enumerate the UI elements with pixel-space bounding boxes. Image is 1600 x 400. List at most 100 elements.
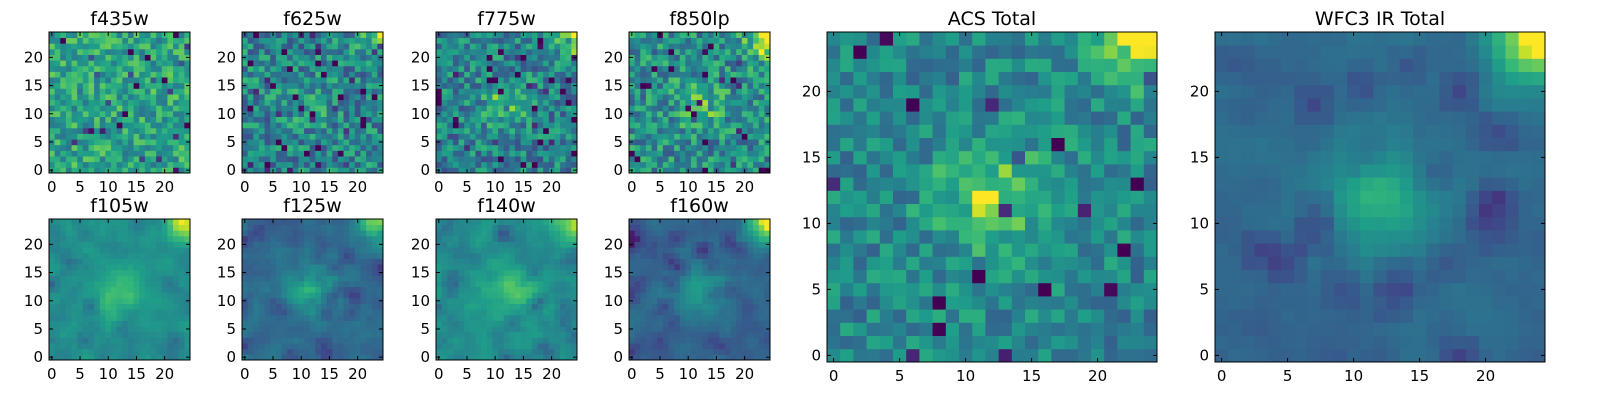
heatmap-cell [707,275,714,282]
heatmap-cell [475,348,482,355]
heatmap-cell [452,297,459,304]
heatmap-cell [548,116,555,123]
heatmap-cell [486,105,493,112]
heatmap-cell [464,71,471,78]
heatmap-cell [702,122,709,129]
heatmap-cell [707,88,714,95]
heatmap-cell [674,60,681,67]
heatmap-cell [309,252,316,259]
heatmap-cell [498,150,505,157]
heatmap-cell [366,337,373,344]
heatmap-cell [287,275,294,282]
heatmap-cell [543,297,550,304]
heatmap-cell [560,37,567,44]
heatmap-cell [730,326,737,333]
heatmap-cell [88,252,95,259]
heatmap-cell [258,156,265,163]
heatmap-cell [144,219,151,226]
heatmap-cell [326,60,333,67]
heatmap-cell [49,286,56,293]
heatmap-cell [662,48,669,55]
heatmap-cell [469,99,476,106]
heatmap-cell [88,88,95,95]
heatmap-cell [354,286,361,293]
heatmap-cell [161,77,168,84]
heatmap-cell [764,161,771,168]
heatmap-cell [481,37,488,44]
heatmap-cell [127,133,134,140]
heatmap-cell [178,241,185,248]
heatmap-cell [560,354,567,361]
heatmap-cell [371,144,378,151]
heatmap-cell [258,94,265,101]
heatmap-cell [337,88,344,95]
heatmap-cell [662,320,669,327]
heatmap-cell [747,275,754,282]
heatmap-cell [452,281,459,288]
heatmap-cell [679,320,686,327]
heatmap-cell [349,320,356,327]
heatmap-cell [679,32,686,39]
heatmap-cell [481,54,488,61]
heatmap-cell [287,161,294,168]
heatmap-cell [464,99,471,106]
heatmap-cell [674,292,681,299]
heatmap-cell [758,167,765,174]
heatmap-cell [144,105,151,112]
heatmap-cell [122,116,129,123]
heatmap-cell [292,252,299,259]
heatmap-cell [629,127,636,134]
heatmap-cell [349,247,356,254]
heatmap-cell [548,133,555,140]
heatmap-cell [436,48,443,55]
heatmap-cell [332,275,339,282]
heatmap-cell [520,326,527,333]
heatmap-cell [298,337,305,344]
heatmap-cell [713,314,720,321]
heatmap-cell [178,292,185,299]
heatmap-cell [49,320,56,327]
heatmap-cell [651,303,658,310]
heatmap-cell [309,139,316,146]
heatmap-cell [436,292,443,299]
heatmap-cell [99,348,106,355]
heatmap-cell [707,156,714,163]
heatmap-cell [258,247,265,254]
heatmap-cell [657,150,664,157]
heatmap-cell [247,354,254,361]
heatmap-cell [281,230,288,237]
heatmap-cell [326,252,333,259]
heatmap-cell [360,105,367,112]
heatmap-cell [713,88,720,95]
heatmap-cell [99,110,106,117]
heatmap-cell [554,252,561,259]
heatmap-cell [139,110,146,117]
heatmap-cell [82,326,89,333]
heatmap-cell [657,281,664,288]
heatmap-cell [127,297,134,304]
heatmap-cell [543,219,550,226]
heatmap-cell [537,77,544,84]
heatmap-cell [139,303,146,310]
heatmap-cell [304,110,311,117]
heatmap-cell [360,167,367,174]
heatmap-cell [543,286,550,293]
heatmap-cell [354,127,361,134]
heatmap-cell [719,48,726,55]
heatmap-cell [292,297,299,304]
heatmap-cell [713,144,720,151]
heatmap-cell [156,54,163,61]
heatmap-cell [320,82,327,89]
heatmap-cell [337,48,344,55]
heatmap-cell [88,54,95,61]
heatmap-cell [82,241,89,248]
heatmap-cell [537,88,544,95]
heatmap-cell [127,219,134,226]
heatmap-cell [452,275,459,282]
heatmap-cell [116,144,123,151]
heatmap-cell [571,348,578,355]
heatmap-cell [514,71,521,78]
heatmap-cell [724,116,731,123]
heatmap-cell [127,99,134,106]
heatmap-cell [719,326,726,333]
